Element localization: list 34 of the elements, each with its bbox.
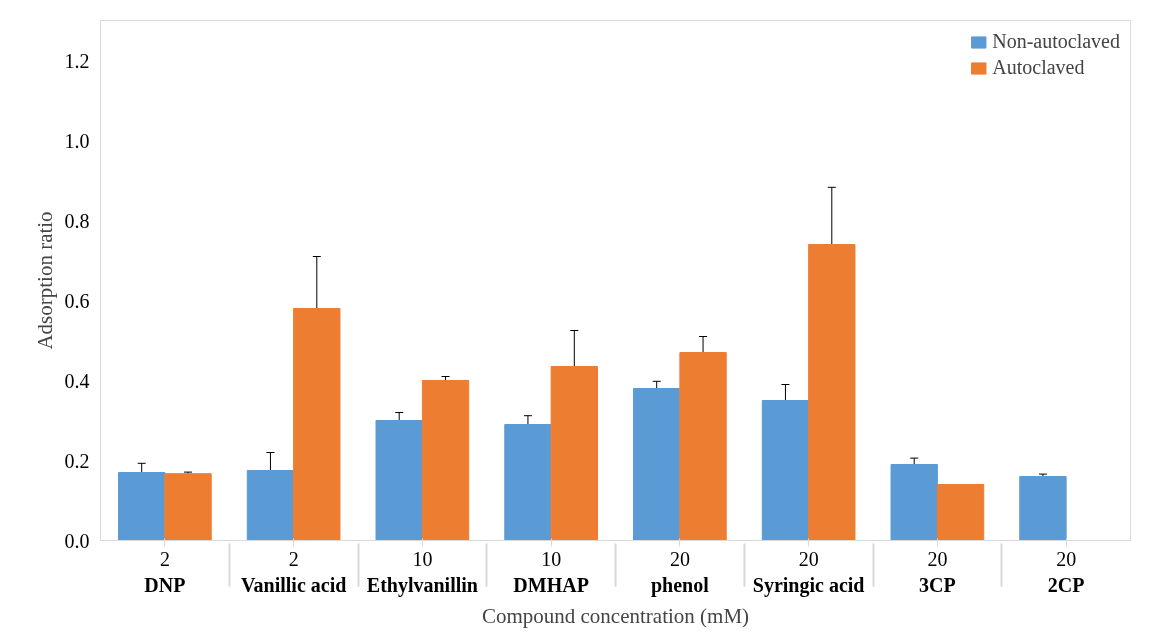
bar xyxy=(118,472,166,541)
bar xyxy=(1019,476,1067,541)
bar xyxy=(936,484,985,541)
bar xyxy=(808,244,856,541)
bar xyxy=(375,420,423,541)
bar xyxy=(504,424,552,541)
y-tick-label: 0.6 xyxy=(64,289,90,312)
bar xyxy=(679,352,727,541)
bar xyxy=(890,464,938,541)
category-label: 20 2CP xyxy=(1047,547,1085,596)
category-label: 10 DMHAP xyxy=(513,547,589,596)
bar xyxy=(246,470,295,541)
bar xyxy=(164,473,212,541)
y-tick-label: 0.0 xyxy=(64,529,90,552)
legend-label: Autoclaved xyxy=(992,56,1085,79)
category-label: 2 DNP xyxy=(144,547,186,596)
category-label: 20 phenol xyxy=(650,547,709,596)
category-label: 20 Syringic acid xyxy=(752,547,865,596)
bar xyxy=(633,388,681,541)
category-label: 2 Vanillic acid xyxy=(240,547,347,596)
y-tick-label: 0.8 xyxy=(64,209,90,232)
category-label: 10 Ethylvanillin xyxy=(366,547,478,596)
y-tick-label: 0.4 xyxy=(64,369,90,392)
x-axis-title: Compound concentration (mM) xyxy=(481,603,750,628)
y-tick-label: 1.0 xyxy=(64,129,90,152)
y-tick-label: 0.2 xyxy=(64,449,90,472)
bar xyxy=(761,400,810,541)
y-axis-title: Adsorption ratio xyxy=(32,211,57,350)
bar xyxy=(421,380,470,541)
y-tick-label: 1.2 xyxy=(64,49,90,72)
legend-label: Non-autoclaved xyxy=(992,30,1120,53)
bar xyxy=(293,308,341,541)
bar xyxy=(550,366,598,541)
category-label: 20 3CP xyxy=(919,547,956,596)
